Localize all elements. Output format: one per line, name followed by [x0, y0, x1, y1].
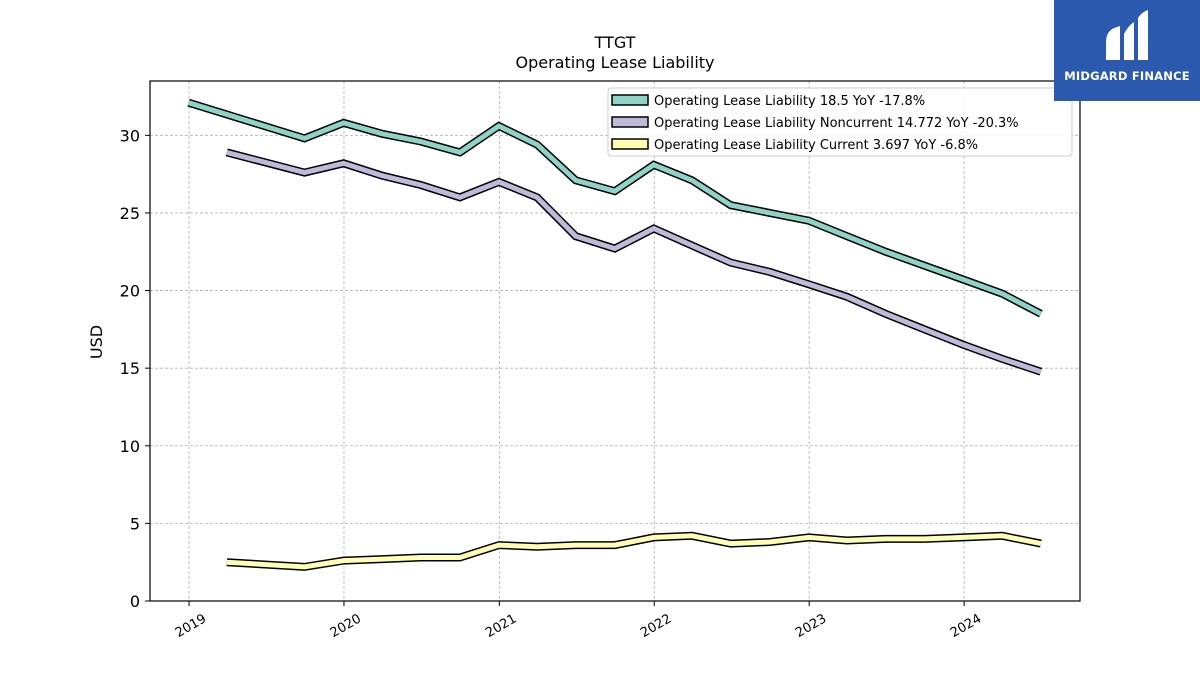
y-tick-label: 20 [120, 282, 140, 301]
y-tick-label: 5 [130, 514, 140, 533]
y-tick-label: 15 [120, 359, 140, 378]
series-line [187, 100, 1043, 317]
legend-label: Operating Lease Liability 18.5 YoY -17.8… [654, 94, 925, 109]
x-tick-label: 2019 [173, 611, 209, 641]
legend: Operating Lease Liability 18.5 YoY -17.8… [607, 87, 1073, 157]
chart-subtitle: Operating Lease Liability [515, 53, 714, 72]
chart-title: TTGT [594, 33, 636, 52]
legend-label: Operating Lease Liability Current 3.697 … [654, 138, 978, 153]
y-axis-ticks: 0 5 10 15 20 25 30 [120, 126, 150, 611]
x-tick-label: 2021 [483, 611, 519, 641]
series-lines [187, 98, 1043, 571]
x-tick-label: 2023 [793, 611, 829, 641]
y-tick-label: 25 [120, 204, 140, 223]
y-tick-label: 0 [130, 592, 140, 611]
legend-swatch [611, 116, 649, 128]
brand-logo: MIDGARD FINANCE [1054, 0, 1200, 101]
series-line [226, 149, 1042, 375]
x-tick-label: 2020 [328, 611, 364, 641]
legend-swatch [611, 138, 649, 150]
logo-mark-icon [1106, 10, 1148, 60]
y-axis-label: USD [87, 325, 106, 359]
legend-label: Operating Lease Liability Noncurrent 14.… [654, 116, 1019, 131]
grid [150, 81, 1080, 602]
x-axis-ticks: 2019 2020 2021 2022 2023 2024 [173, 601, 984, 641]
legend-swatch [611, 94, 649, 106]
x-tick-label: 2022 [638, 611, 674, 641]
series-line [226, 533, 1042, 570]
y-tick-label: 10 [120, 437, 140, 456]
logo-text: MIDGARD FINANCE [1064, 69, 1190, 83]
legend-box [607, 87, 1073, 157]
y-tick-label: 30 [120, 126, 140, 145]
plot-frame [149, 80, 1081, 602]
x-tick-label: 2024 [948, 611, 984, 641]
